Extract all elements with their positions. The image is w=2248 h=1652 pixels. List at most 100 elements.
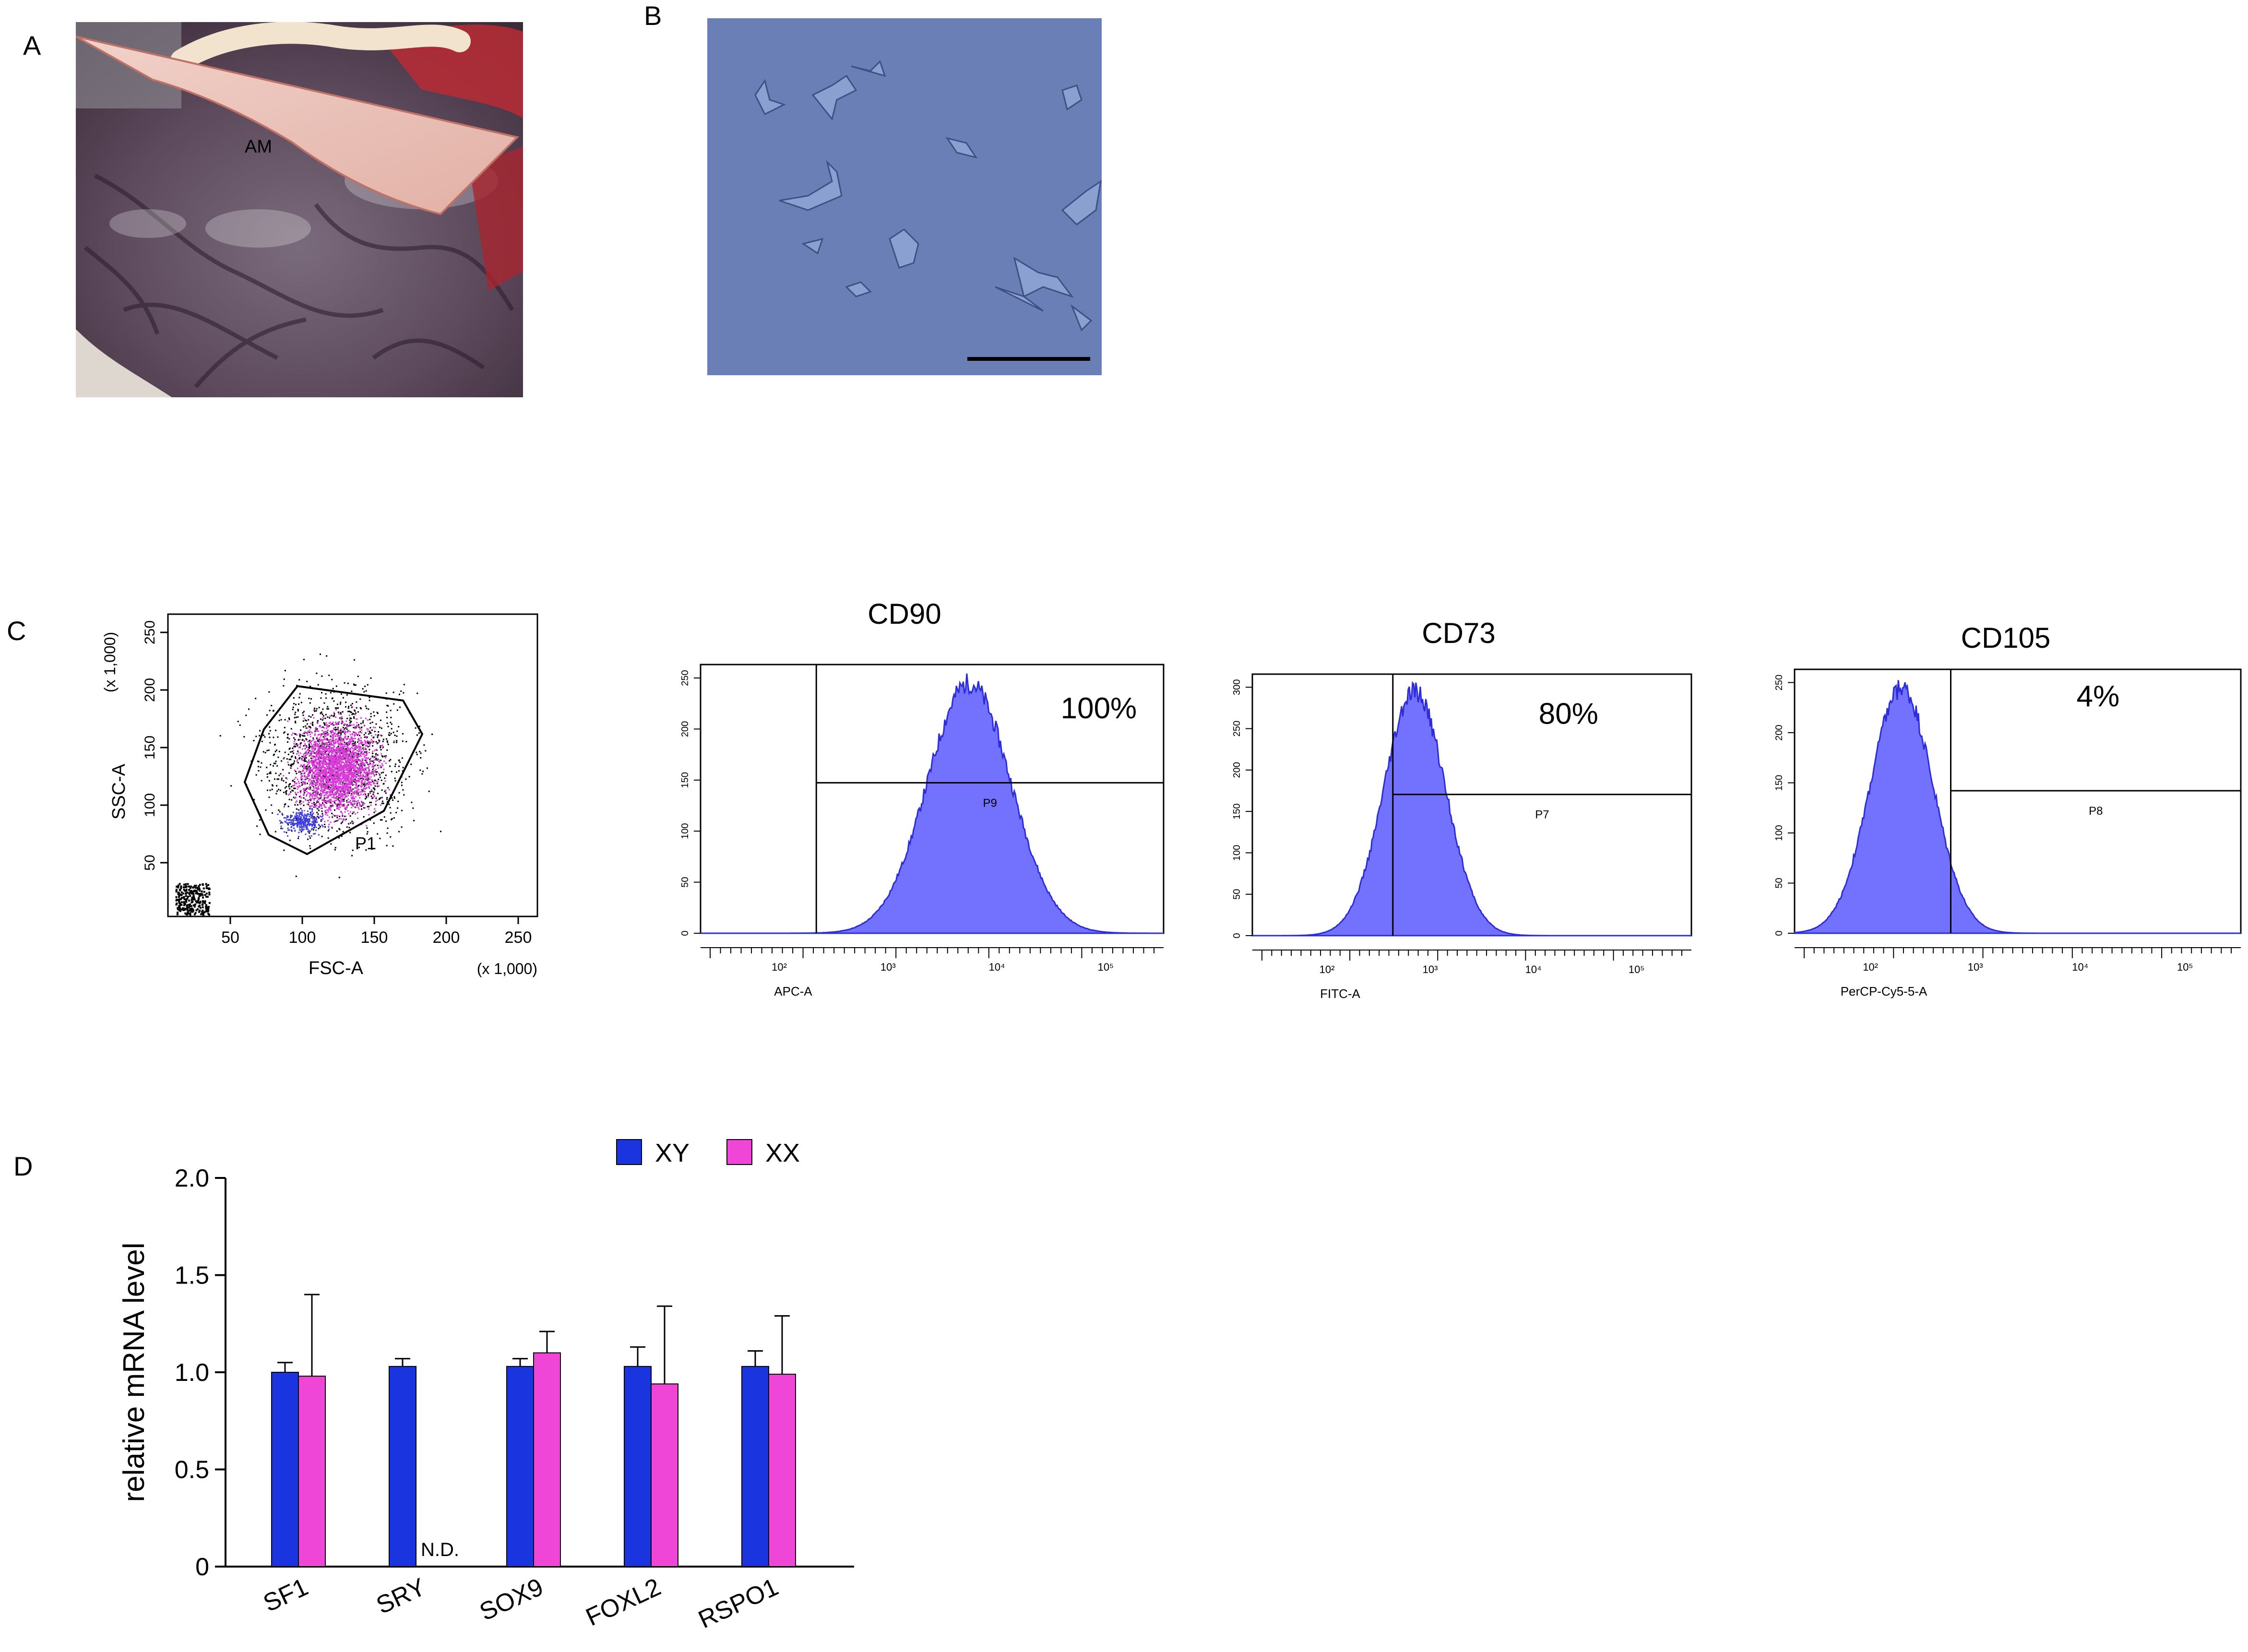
x-tick-label: FOXL2 (582, 1573, 665, 1631)
scatter-xscale: (x 1,000) (477, 960, 537, 977)
histogram-y-tick-label: 50 (1774, 878, 1784, 888)
histogram-curve (701, 673, 1164, 934)
amnion-label: AM (245, 137, 272, 157)
bar-xx-sox9 (533, 1352, 561, 1567)
histogram-x-tick-label: 10² (1863, 961, 1878, 973)
histogram-title: CD73 (1422, 617, 1495, 649)
cells (754, 60, 1102, 332)
histogram-y-tick-label: 250 (680, 670, 690, 686)
gate-label: P8 (2089, 805, 2103, 818)
scatter-x-tick-label: 50 (221, 928, 239, 947)
scatter-x-tick-label: 250 (505, 928, 532, 947)
amniotic-membrane (76, 36, 519, 215)
histogram-title: CD105 (1961, 622, 2051, 654)
histogram-x-tick-label: 10⁵ (1629, 963, 1645, 975)
y-axis-label: relative mRNA level (118, 1243, 151, 1502)
gate-label: P9 (983, 796, 997, 809)
histogram-y-tick-label: 100 (1232, 845, 1242, 861)
histogram-y-tick-label: 200 (680, 721, 690, 737)
histogram-axis-label: APC-A (774, 984, 812, 998)
y-tick-label: 1.0 (175, 1359, 209, 1387)
histogram-x-tick-label: 10⁴ (989, 961, 1005, 973)
fsc-ssc-scatter: P1 50 100 150 200 250 50 100 150 200 250 FSC-A (… (101, 613, 538, 978)
scatter-events (175, 654, 441, 916)
scatter-y-tick-label: 100 (142, 793, 158, 817)
x-tick-label: SRY (372, 1573, 430, 1619)
x-tick-label: SF1 (259, 1573, 312, 1617)
scatter-y-tick-label: 50 (142, 855, 158, 870)
histogram-x-tick-label: 10² (772, 961, 787, 973)
histogram-cd73: CD73 P7 80% 0 50 100 150 200 250 300 10² 10³ 10⁴ 10⁵ F… (1232, 617, 1692, 1001)
y-tick-label: 1.5 (175, 1262, 209, 1290)
histogram-y-tick-label: 300 (1232, 679, 1242, 695)
histogram-cd90: CD90 P9 100% 0 50 100 150 200 250 10² 10³ 10⁴ 10⁵ APC… (680, 598, 1165, 998)
histogram-x-tick-label: 10³ (1423, 963, 1438, 975)
bar-xy-rspo1 (741, 1366, 769, 1567)
y-tick-label: 0.5 (175, 1456, 209, 1484)
histogram-x-tick-label: 10⁴ (1525, 963, 1542, 975)
histogram-x-tick-label: 10⁵ (2177, 961, 2193, 973)
scatter-ylabel: SSC-A (109, 763, 129, 820)
scatter-y-tick-label: 150 (142, 736, 158, 760)
panel-c-letter: C (7, 616, 26, 646)
histogram-row: CD90 P9 100% 0 50 100 150 200 250 10² 10³ 10⁴ 10⁵ APC… (680, 598, 2242, 1001)
gate-p1 (243, 685, 424, 856)
percent-positive: 100% (1061, 692, 1137, 725)
percent-positive: 4% (2077, 680, 2120, 713)
bar-xy-sf1 (271, 1372, 299, 1567)
histogram-x-tick-label: 10² (1320, 963, 1335, 975)
histogram-y-tick-label: 100 (680, 823, 690, 839)
scale-bar (967, 357, 1090, 361)
scatter-xlabel: FSC-A (309, 958, 364, 978)
mrna-bar-chart: XY XX 0 0.5 1.0 1.5 2.0 relative mRNA level SF1… (118, 1139, 854, 1634)
histogram-y-tick-label: 100 (1774, 825, 1784, 841)
umbilical-cord (170, 22, 471, 71)
scatter-yscale: (x 1,000) (101, 632, 119, 692)
histogram-y-tick-label: 0 (1774, 930, 1784, 936)
histogram-x-tick-label: 10⁵ (1098, 961, 1114, 973)
legend-swatch-xx (726, 1139, 752, 1165)
histogram-x-tick-label: 10³ (1968, 961, 1983, 973)
legend-label-xx: XX (765, 1139, 800, 1167)
bar-xy-foxl2 (624, 1366, 652, 1567)
amnion-photo: AM (76, 22, 523, 397)
legend-label-xy: XY (655, 1139, 690, 1167)
cell-micrograph (707, 18, 1102, 375)
histogram-curve (1794, 680, 2241, 934)
bar-xx-sf1 (298, 1376, 326, 1567)
scatter-x-tick-label: 100 (289, 928, 316, 947)
histogram-curve (1252, 681, 1691, 937)
bar-xy-sox9 (506, 1366, 534, 1567)
histogram-title: CD90 (868, 598, 941, 630)
x-tick-label: RSPO1 (694, 1573, 783, 1634)
not-detected-annotation: N.D. (421, 1539, 459, 1560)
histogram-y-tick-label: 200 (1232, 762, 1242, 778)
scatter-y-tick-label: 200 (142, 678, 158, 702)
histogram-y-tick-label: 50 (680, 877, 690, 887)
histogram-y-tick-label: 0 (1232, 933, 1242, 938)
bar-xy-sry (389, 1366, 416, 1567)
legend-swatch-xy (616, 1139, 642, 1165)
histogram-axis-label: PerCP-Cy5-5-A (1841, 984, 1927, 998)
percent-positive: 80% (1539, 698, 1598, 731)
y-tick-label: 2.0 (175, 1165, 209, 1192)
y-tick-label: 0 (195, 1553, 209, 1581)
histogram-x-tick-label: 10³ (880, 961, 896, 973)
histogram-y-tick-label: 200 (1774, 725, 1784, 740)
histogram-y-tick-label: 150 (1232, 803, 1242, 819)
bar-xx-foxl2 (651, 1383, 678, 1567)
gate-p1-label: P1 (355, 833, 376, 853)
panel-b-letter: B (644, 0, 662, 31)
histogram-y-tick-label: 150 (680, 772, 690, 788)
histogram-axis-label: FITC-A (1320, 986, 1360, 1001)
panel-a-letter: A (23, 30, 41, 60)
histogram-y-tick-label: 250 (1232, 721, 1242, 737)
histogram-y-tick-label: 250 (1774, 675, 1784, 690)
histogram-y-tick-label: 0 (680, 930, 690, 936)
scatter-x-tick-label: 200 (433, 928, 460, 947)
panel-d-letter: D (13, 1151, 33, 1181)
bar-xx-rspo1 (768, 1374, 796, 1567)
histogram-y-tick-label: 50 (1232, 889, 1242, 900)
x-tick-label: SOX9 (476, 1573, 547, 1626)
gate-label: P7 (1535, 808, 1549, 821)
